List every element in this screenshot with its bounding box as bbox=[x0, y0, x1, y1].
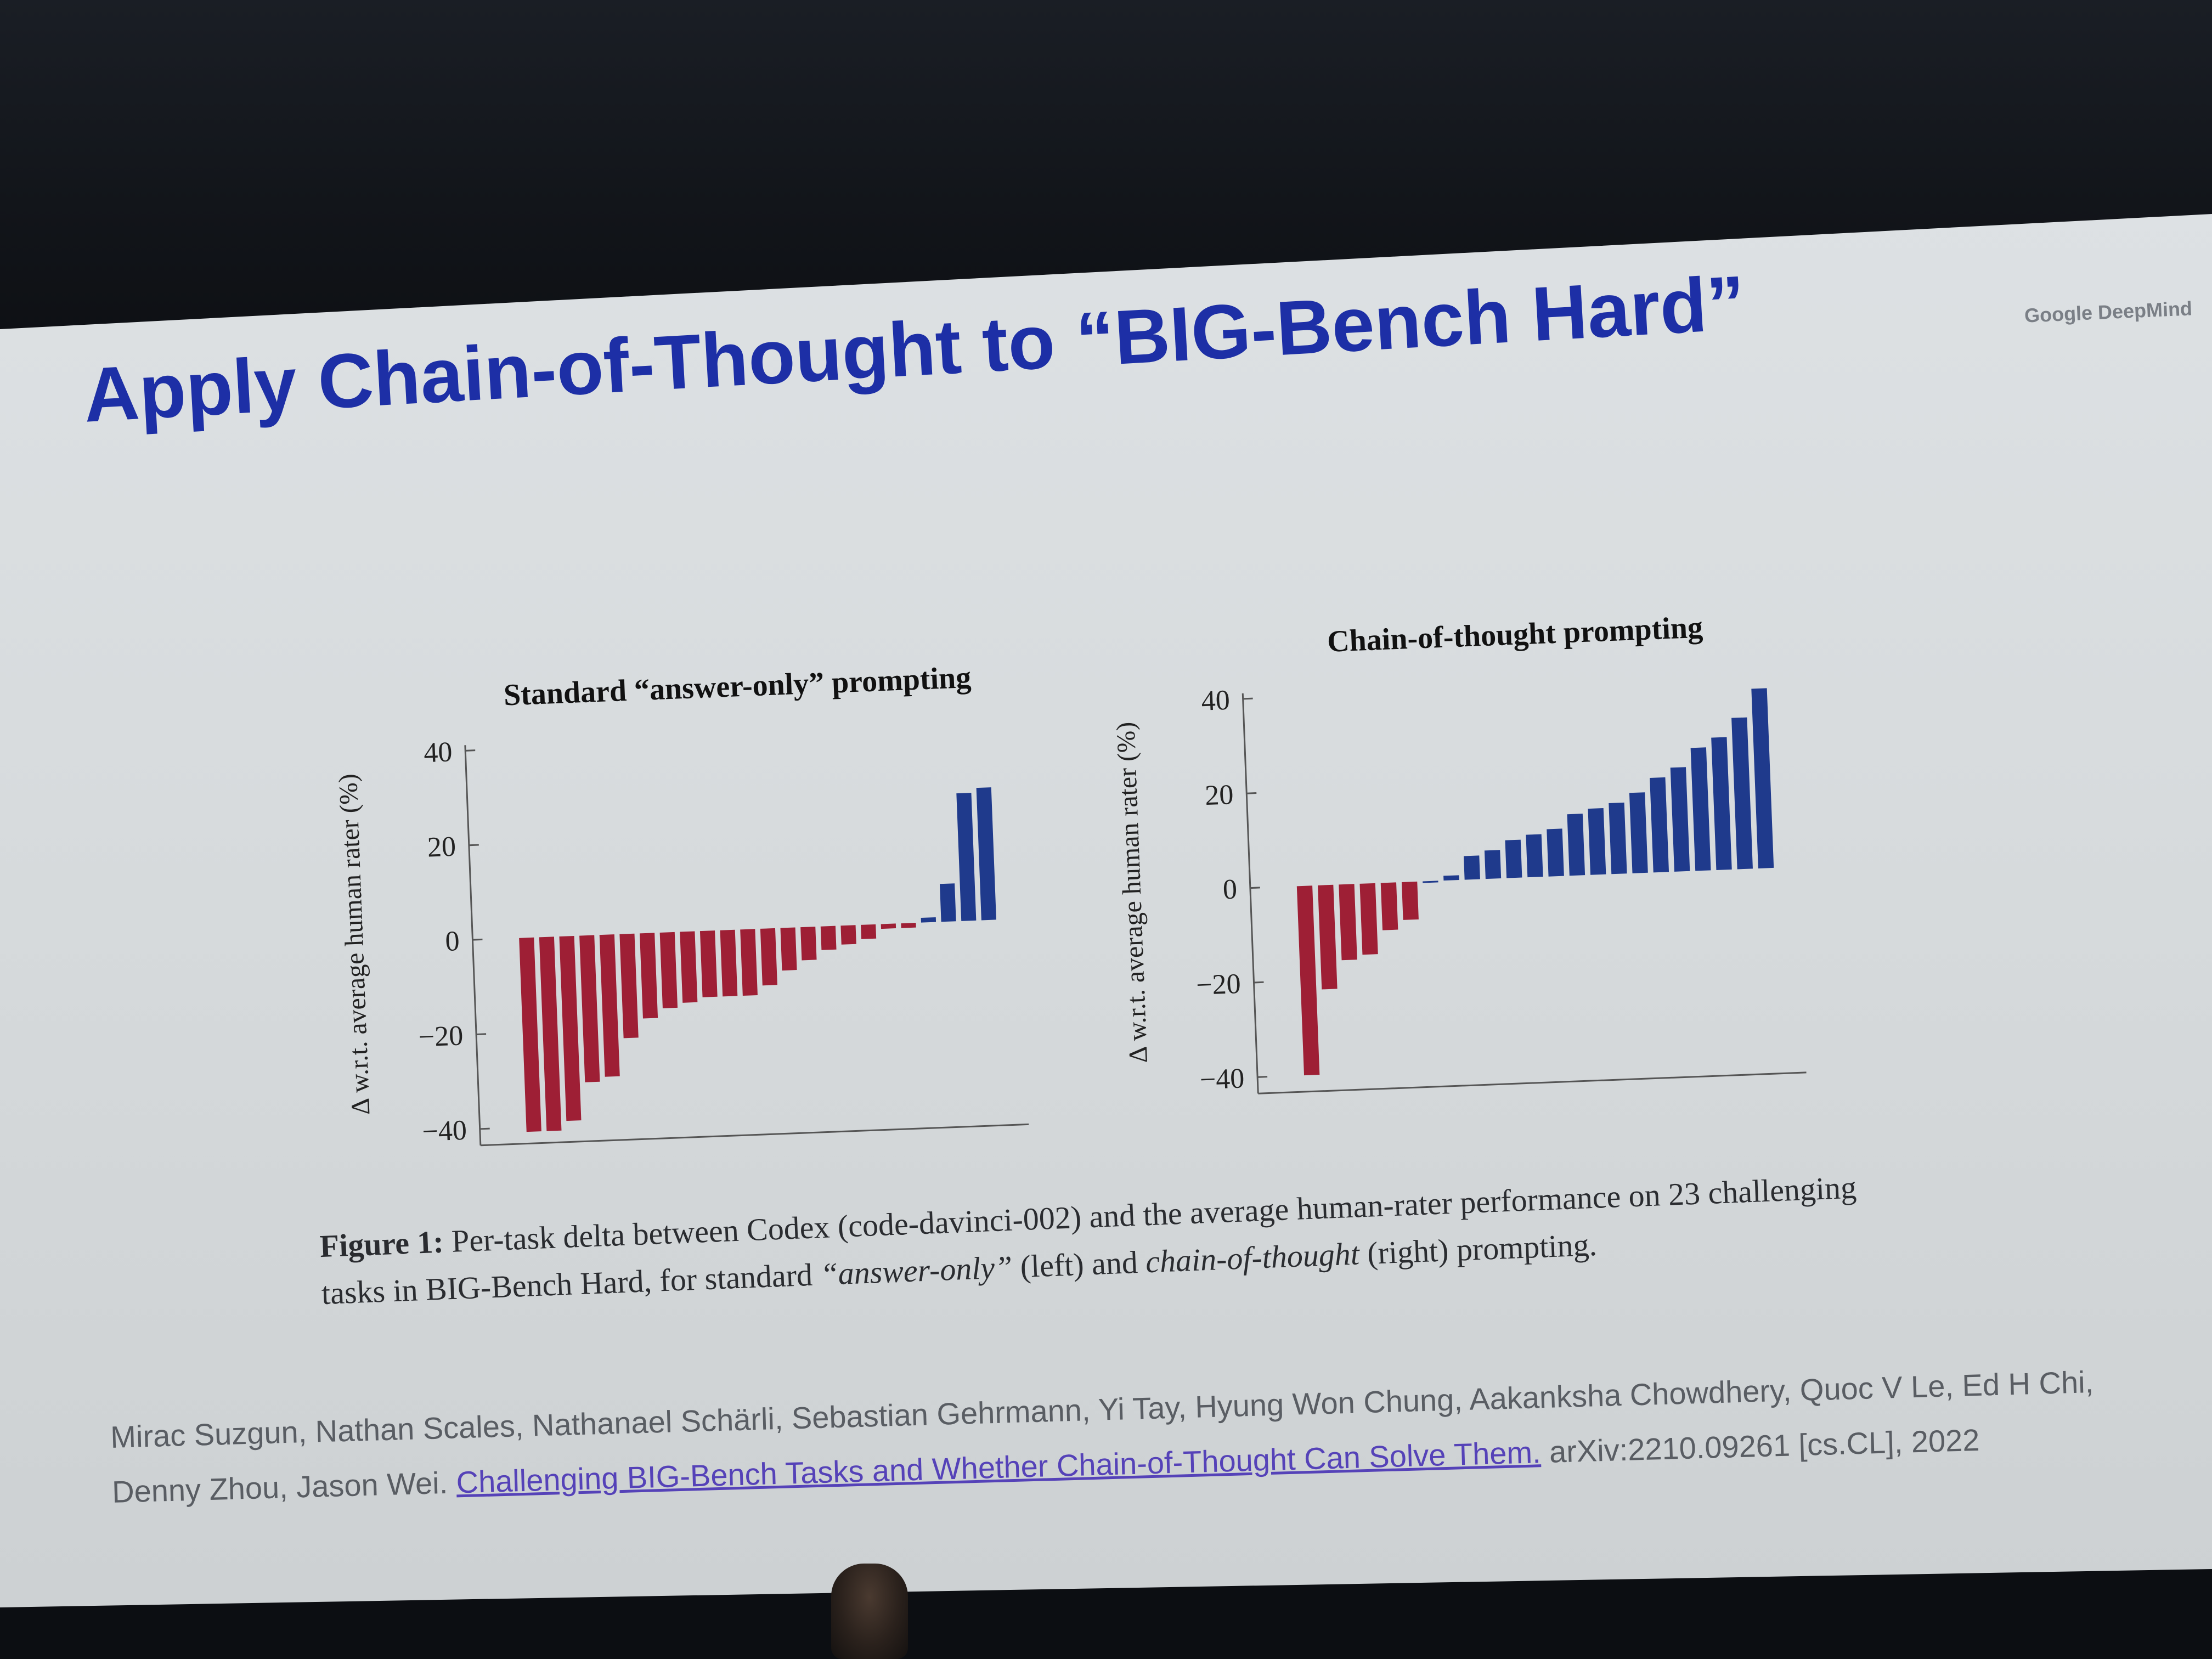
y-tick-label: 0 bbox=[444, 926, 460, 957]
y-tick-label: 0 bbox=[1222, 874, 1238, 906]
bar bbox=[1711, 737, 1732, 870]
y-tick-label: 20 bbox=[427, 831, 456, 864]
bar bbox=[800, 927, 817, 961]
bar bbox=[699, 930, 718, 997]
bar bbox=[1650, 777, 1669, 873]
bar bbox=[680, 931, 698, 1003]
y-tick-label: 40 bbox=[1201, 685, 1231, 717]
y-axis-label: Δ w.r.t. average human rater (%) bbox=[1111, 721, 1153, 1064]
y-tick-label: −40 bbox=[421, 1115, 467, 1148]
y-tick-label: 40 bbox=[423, 736, 453, 769]
bar bbox=[619, 933, 639, 1039]
bar bbox=[1380, 882, 1398, 930]
bar bbox=[1359, 883, 1378, 955]
bar bbox=[1339, 884, 1357, 961]
bar bbox=[1464, 855, 1480, 880]
bar bbox=[881, 923, 896, 929]
chart-panel-1: Standard “answer-only” prompting Δ w.r.t.… bbox=[334, 661, 1029, 1148]
bar bbox=[1505, 839, 1522, 878]
figure: Standard “answer-only” prompting Δ w.r.t.… bbox=[296, 575, 1914, 1349]
bar bbox=[840, 925, 856, 945]
bar bbox=[559, 935, 582, 1121]
y-tick bbox=[1246, 792, 1257, 794]
bar bbox=[599, 934, 620, 1077]
y-axis bbox=[1242, 693, 1259, 1094]
y-tick-label: −40 bbox=[1199, 1063, 1245, 1096]
bar bbox=[760, 928, 777, 986]
caption-text-3: (right) prompting. bbox=[1358, 1226, 1598, 1272]
citation-authors-line2: Denny Zhou, Jason Wei. bbox=[111, 1465, 457, 1509]
bar bbox=[780, 927, 797, 971]
bar bbox=[1296, 885, 1320, 1076]
speaker-silhouette bbox=[831, 1564, 908, 1659]
bar bbox=[519, 937, 541, 1132]
bar bbox=[1484, 850, 1502, 879]
x-axis bbox=[480, 1123, 1029, 1147]
caption-em-1: “answer-only” bbox=[820, 1249, 1013, 1293]
bar bbox=[1629, 792, 1648, 873]
chart-panel-2: Chain-of-thought prompting Δ w.r.t. avera… bbox=[1111, 611, 1807, 1096]
bar bbox=[1547, 828, 1564, 877]
chart-title: Standard “answer-only” prompting bbox=[503, 661, 972, 713]
bar bbox=[820, 926, 837, 950]
bar bbox=[956, 793, 977, 921]
bar bbox=[579, 935, 600, 1082]
caption-text-2: (left) and bbox=[1011, 1244, 1147, 1285]
bar bbox=[861, 924, 877, 939]
y-tick-label: −20 bbox=[1195, 968, 1241, 1001]
y-tick bbox=[1243, 697, 1253, 700]
bar bbox=[720, 929, 738, 997]
caption-em-2: chain-of-thought bbox=[1144, 1235, 1361, 1280]
bar bbox=[659, 932, 678, 1008]
bar bbox=[1526, 834, 1543, 878]
bar bbox=[901, 923, 916, 928]
chart-title: Chain-of-thought prompting bbox=[1327, 611, 1703, 659]
y-tick-label: 20 bbox=[1204, 779, 1234, 811]
caption-label: Figure 1: bbox=[319, 1223, 444, 1265]
y-axis bbox=[464, 745, 482, 1146]
bar bbox=[921, 917, 936, 923]
bar bbox=[740, 929, 758, 996]
bar bbox=[1588, 808, 1606, 875]
bar bbox=[1670, 767, 1690, 872]
bar bbox=[640, 933, 658, 1019]
bar bbox=[1567, 814, 1585, 876]
bar bbox=[1751, 688, 1774, 869]
y-tick bbox=[476, 1033, 487, 1035]
bar bbox=[976, 787, 996, 921]
figure-charts: Standard “answer-only” prompting Δ w.r.t.… bbox=[334, 611, 1807, 1148]
y-axis-label: Δ w.r.t. average human rater (%) bbox=[334, 773, 376, 1115]
bar bbox=[1690, 747, 1711, 871]
bar bbox=[1318, 884, 1338, 990]
bar bbox=[1609, 802, 1627, 874]
x-axis bbox=[1258, 1071, 1807, 1094]
bar bbox=[1423, 881, 1438, 883]
bar bbox=[539, 936, 562, 1131]
y-tick bbox=[479, 1127, 490, 1130]
bar bbox=[1731, 717, 1753, 870]
bar bbox=[1401, 881, 1419, 920]
y-tick-label: −20 bbox=[418, 1020, 464, 1053]
bar bbox=[1443, 875, 1459, 881]
y-tick bbox=[1254, 981, 1264, 984]
arxiv-reference: arXiv:2210.09261 [cs.CL], 2022 bbox=[1540, 1422, 1980, 1470]
y-tick bbox=[472, 938, 483, 941]
bar bbox=[939, 883, 956, 922]
